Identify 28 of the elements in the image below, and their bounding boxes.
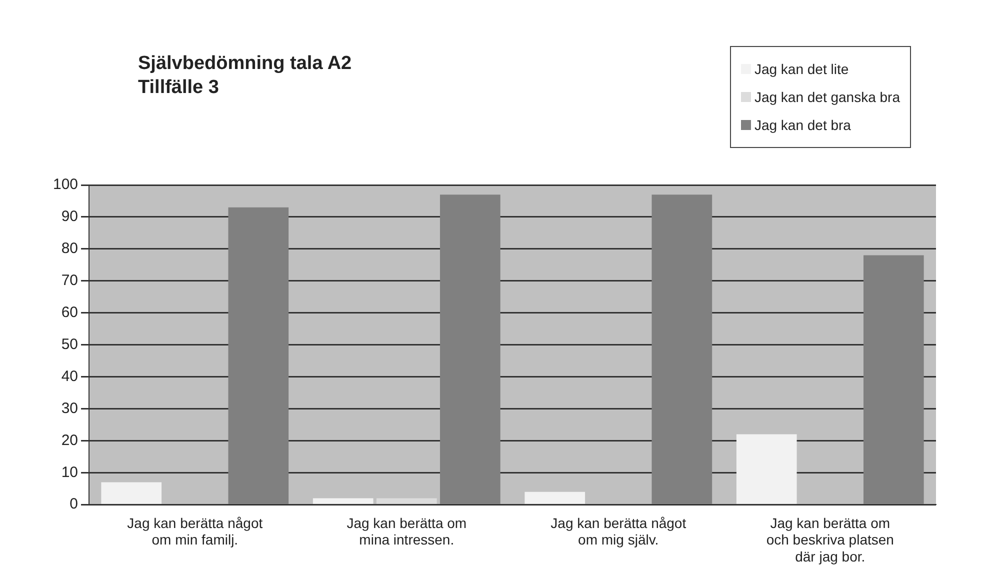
y-tick-label: 50 (61, 336, 78, 353)
y-tick-label: 90 (61, 208, 78, 226)
bar (524, 492, 586, 504)
bar (312, 498, 374, 504)
y-tick-label: 30 (61, 400, 78, 417)
x-tick-label: Jag kan berätta om mina intressen. (346, 514, 467, 548)
y-tick-label: 100 (52, 176, 78, 194)
bar (228, 207, 289, 504)
y-tick-label: 10 (61, 464, 78, 481)
legend-label: Jag kan det lite (753, 60, 850, 79)
chart-title: Självbedömning tala A2 Tillfälle 3 (138, 52, 352, 100)
y-tick-label: 0 (70, 496, 78, 513)
x-tick-label: Jag kan berätta något om mig själv. (550, 514, 686, 548)
bar (101, 482, 162, 504)
y-tick-label: 20 (61, 432, 78, 449)
bar (863, 255, 924, 504)
bar (736, 434, 797, 504)
x-tick-label: Jag kan berätta om och beskriva platsen där jag bor. (766, 514, 894, 564)
y-tick-label: 40 (61, 368, 78, 385)
bar (440, 194, 500, 504)
y-tick-label: 60 (61, 304, 78, 321)
bar (376, 498, 437, 504)
x-tick-label: Jag kan berätta något om min familj. (127, 514, 263, 548)
bar (652, 194, 712, 504)
legend-label: Jag kan det ganska bra (753, 88, 900, 107)
y-tick-label: 70 (61, 272, 78, 290)
y-tick-label: 80 (61, 240, 78, 258)
legend-label: Jag kan det bra (753, 116, 852, 135)
